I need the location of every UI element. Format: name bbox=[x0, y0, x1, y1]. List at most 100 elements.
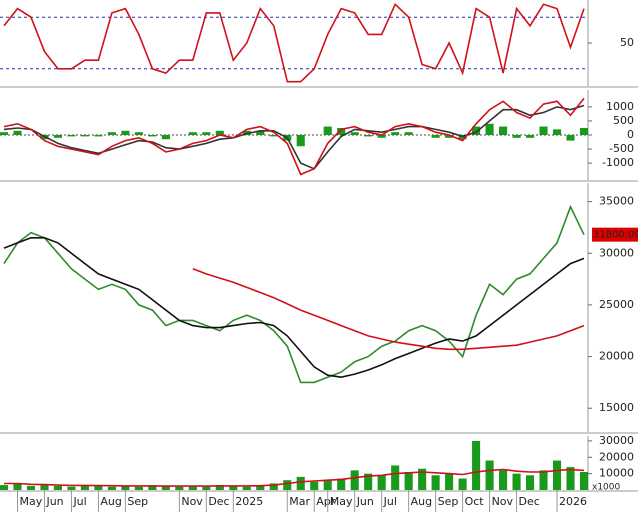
x-tick-label: 2026 bbox=[559, 495, 587, 508]
bar bbox=[323, 480, 332, 490]
series-line bbox=[3, 97, 585, 176]
bar bbox=[229, 485, 238, 490]
x-tick-label: Sep bbox=[438, 495, 459, 508]
y-tick-label: 50 bbox=[620, 36, 634, 49]
bar bbox=[377, 135, 386, 138]
bar bbox=[0, 132, 9, 135]
bar bbox=[148, 135, 157, 137]
bar bbox=[161, 135, 170, 140]
x-tick-label: Jul bbox=[383, 495, 397, 508]
x-tick-label: Aug bbox=[100, 495, 121, 508]
bar bbox=[53, 485, 62, 490]
bar bbox=[13, 483, 22, 490]
y-tick-label: 15000 bbox=[599, 401, 634, 414]
x-tick-label: Jun bbox=[356, 495, 374, 508]
x-tick-label: Sep bbox=[127, 495, 148, 508]
bar bbox=[94, 485, 103, 490]
bar bbox=[445, 473, 454, 490]
bar bbox=[337, 127, 346, 135]
y-tick-label: 35000 bbox=[599, 195, 634, 208]
bar bbox=[107, 486, 116, 490]
bar bbox=[539, 126, 548, 135]
price-marker-label: 31800.00 bbox=[593, 230, 638, 241]
unit-label: x1000 bbox=[592, 483, 621, 493]
bar bbox=[337, 478, 346, 490]
x-tick-label: May bbox=[330, 495, 353, 508]
x-tick-label: May bbox=[19, 495, 42, 508]
bar bbox=[310, 481, 319, 490]
series-line bbox=[3, 204, 585, 384]
bar bbox=[579, 127, 589, 135]
bar bbox=[499, 470, 508, 490]
bar bbox=[323, 126, 332, 135]
bar bbox=[13, 130, 22, 135]
bar bbox=[94, 135, 103, 137]
y-tick-label: 0 bbox=[627, 128, 634, 141]
series-line bbox=[3, 2, 585, 83]
series-line bbox=[3, 237, 585, 379]
bar bbox=[256, 130, 265, 135]
bar bbox=[53, 135, 62, 138]
bar bbox=[391, 132, 400, 135]
bar bbox=[499, 126, 508, 135]
bar bbox=[458, 478, 467, 490]
bar bbox=[418, 468, 427, 490]
bar bbox=[269, 483, 278, 490]
bar bbox=[404, 472, 413, 490]
bar bbox=[188, 132, 197, 135]
bar bbox=[283, 480, 292, 490]
y-tick-label: 30000 bbox=[599, 246, 634, 259]
bar bbox=[364, 135, 373, 137]
bar bbox=[0, 485, 9, 490]
x-tick-label: Jul bbox=[72, 495, 86, 508]
bar bbox=[552, 460, 562, 490]
y-tick-label: -500 bbox=[609, 142, 634, 155]
y-tick-label: 500 bbox=[613, 114, 634, 127]
bar bbox=[121, 485, 130, 490]
bar bbox=[512, 473, 521, 490]
bar bbox=[472, 440, 481, 490]
bar bbox=[431, 135, 440, 138]
y-tick-label: 10000 bbox=[599, 467, 634, 480]
x-tick-label: Mar bbox=[289, 495, 310, 508]
x-tick-label: 2025 bbox=[235, 495, 263, 508]
x-tick-label: Jun bbox=[45, 495, 63, 508]
bar bbox=[202, 132, 211, 135]
bar bbox=[107, 132, 116, 135]
x-tick-label: Nov bbox=[492, 495, 514, 508]
bar bbox=[512, 135, 521, 138]
y-tick-label: -1000 bbox=[602, 156, 634, 169]
x-tick-label: Apr bbox=[316, 495, 336, 508]
bar bbox=[40, 485, 49, 490]
bar bbox=[296, 135, 305, 147]
bar bbox=[485, 460, 494, 490]
bar bbox=[377, 475, 386, 490]
y-tick-label: 20000 bbox=[599, 450, 634, 463]
bar bbox=[526, 475, 535, 490]
bar bbox=[364, 473, 373, 490]
bar bbox=[121, 130, 130, 135]
bar bbox=[431, 475, 440, 490]
y-tick-label: 20000 bbox=[599, 350, 634, 363]
x-tick-label: Dec bbox=[208, 495, 229, 508]
bar bbox=[269, 135, 278, 137]
bar bbox=[552, 129, 562, 135]
y-tick-label: 30000 bbox=[599, 434, 634, 447]
bar bbox=[472, 126, 481, 135]
bar bbox=[134, 132, 143, 135]
bar bbox=[134, 486, 143, 490]
bar bbox=[161, 485, 170, 490]
bar bbox=[445, 135, 454, 138]
x-tick-label: Nov bbox=[181, 495, 203, 508]
bar bbox=[526, 135, 535, 138]
bar bbox=[391, 465, 400, 490]
y-tick-label: 25000 bbox=[599, 298, 634, 311]
bar bbox=[215, 485, 224, 490]
bar bbox=[350, 132, 359, 135]
bar bbox=[539, 470, 548, 490]
price-marker bbox=[592, 227, 638, 242]
bar bbox=[404, 132, 413, 135]
bar bbox=[350, 470, 359, 490]
y-tick-label: 1000 bbox=[606, 100, 634, 113]
